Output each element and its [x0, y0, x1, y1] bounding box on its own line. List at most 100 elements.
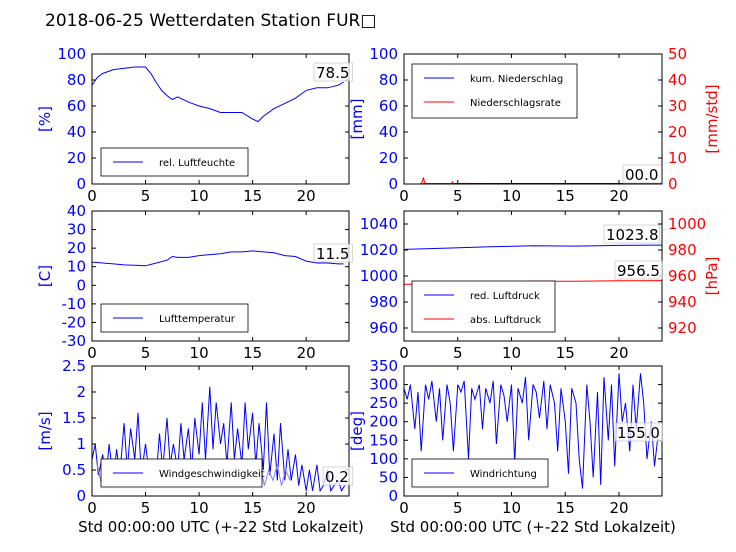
- y-tick-label: 250: [369, 394, 398, 412]
- legend-box: [411, 63, 578, 119]
- value-label-box: [622, 164, 662, 184]
- x-axis-label-right: Std 00:00:00 UTC (+-22 Std Lokalzeit): [390, 518, 676, 536]
- y-tick-label: 100: [57, 45, 86, 63]
- y-tick-label: 40: [67, 202, 86, 220]
- x-tick-label: 15: [243, 499, 262, 517]
- legend-label: Niederschlagsrate: [470, 98, 561, 109]
- y-tick-label: 2: [76, 383, 86, 401]
- x-tick-label: 0: [399, 187, 409, 205]
- series-line-red-luftdruck: [404, 244, 662, 250]
- x-tick-label: 15: [556, 187, 575, 205]
- x-tick-label: 10: [502, 187, 521, 205]
- x-tick-label: 0: [87, 187, 97, 205]
- x-tick-label: 20: [297, 344, 316, 362]
- x-tick-label: 15: [243, 187, 262, 205]
- y-tick-label: 1040: [360, 215, 398, 233]
- y-tick-label: 960: [369, 319, 398, 337]
- y-right-tick-label: 920: [668, 319, 697, 337]
- y-right-tick-label: 0: [668, 175, 678, 193]
- y-tick-label: 20: [67, 149, 86, 167]
- x-tick-label: 20: [297, 187, 316, 205]
- y-right-tick-label: 20: [668, 123, 687, 141]
- x-tick-label: 10: [190, 499, 209, 517]
- plot-frame: [91, 365, 350, 497]
- x-tick-label: 0: [399, 499, 409, 517]
- panel-wind-direction: 0 5 10 15 20050100150200250300350[deg]Windri…: [348, 357, 663, 517]
- y-right-tick-label: 30: [668, 97, 687, 115]
- y-tick-label: -10: [62, 295, 87, 313]
- series-line-windrichtung: [404, 373, 659, 489]
- legend-label: Windrichtung: [470, 469, 537, 480]
- x-tick-label: 5: [453, 187, 463, 205]
- value-label: 0.2: [325, 468, 349, 486]
- x-tick-label: 15: [556, 344, 575, 362]
- x-tick-label: 10: [502, 344, 521, 362]
- value-label-box: [614, 260, 663, 280]
- y-tick-label: 50: [379, 468, 398, 486]
- x-tick-label: 20: [297, 499, 316, 517]
- x-tick-label: 10: [502, 499, 521, 517]
- y-tick-label: 20: [379, 149, 398, 167]
- panel-humidity: 0 5 10 15 20 0 20 40 60 80 100 [%] rel. Luftfeuchte 7…: [36, 45, 353, 205]
- x-tick-label: 10: [190, 187, 209, 205]
- x-tick-label: 15: [556, 499, 575, 517]
- y-right-tick-label: 40: [668, 71, 687, 89]
- y-right-tick-label: 940: [668, 293, 697, 311]
- plot-frame: [403, 53, 663, 185]
- y-tick-label: 150: [369, 431, 398, 449]
- value-label: 155.0: [617, 424, 660, 442]
- x-tick-label: 0: [87, 344, 97, 362]
- value-label-box: [614, 422, 663, 442]
- y-tick-label: 1.5: [62, 409, 86, 427]
- value-label-box: [322, 466, 354, 486]
- y-tick-label: 1: [76, 435, 86, 453]
- y-tick-label: 350: [369, 357, 398, 375]
- value-label: 00.0: [625, 166, 658, 184]
- panel-pressure: 0 5 10 15 20 960 980 1000 1020 1040 920 940 960 980 10…: [360, 210, 721, 362]
- x-axis-label-left: Std 00:00:00 UTC (+-22 Std Lokalzeit): [78, 518, 364, 536]
- series-line-windgeschwindigkeit: [92, 386, 346, 493]
- y-right-tick-label: 1000: [668, 215, 706, 233]
- legend-label: rel. Luftfeuchte: [159, 158, 235, 169]
- value-label: 11.5: [316, 245, 349, 263]
- value-label-box: [603, 224, 660, 244]
- value-label-box: [313, 243, 353, 263]
- y-tick-label: 1000: [360, 267, 398, 285]
- series-line-niederschlagsrate: [404, 177, 662, 184]
- figure-title: 2018-06-25 Wetterdaten Station FUR□: [45, 11, 376, 31]
- value-label: 1023.8: [606, 226, 659, 244]
- y-tick-label: 300: [369, 376, 398, 394]
- x-tick-label: 20: [609, 344, 628, 362]
- y-tick-label: 60: [67, 97, 86, 115]
- y-tick-label: -30: [62, 332, 87, 350]
- legend-label: Windgeschwindigkeit: [159, 469, 265, 480]
- y-tick-label: 1020: [360, 241, 398, 259]
- y-right-tick-label: 980: [668, 241, 697, 259]
- y-tick-label: 200: [369, 413, 398, 431]
- y-right-tick-label: 960: [668, 267, 697, 285]
- y-right-axis-label: [hPa]: [703, 257, 721, 296]
- value-label-box: [313, 62, 353, 82]
- y-right-axis-label: [mm/std]: [703, 84, 721, 153]
- y-tick-label: 100: [369, 450, 398, 468]
- x-tick-label: 5: [141, 344, 151, 362]
- y-axis-label: [%]: [36, 106, 54, 132]
- x-tick-label: 15: [243, 344, 262, 362]
- y-tick-label: 40: [379, 123, 398, 141]
- y-tick-label: 20: [67, 239, 86, 257]
- y-tick-label: 80: [67, 71, 86, 89]
- y-tick-label: 0.5: [62, 461, 86, 479]
- y-tick-label: 80: [379, 71, 398, 89]
- panel-temperature: 0 5 10 15 20-30-20-10010203040[C]Lufttempera…: [36, 202, 353, 362]
- x-tick-label: 0: [87, 499, 97, 517]
- y-axis-label: [m/s]: [36, 411, 54, 450]
- plot-frame: [91, 53, 350, 185]
- x-tick-label: 5: [453, 499, 463, 517]
- legend-label: abs. Luftdruck: [470, 315, 541, 326]
- y-tick-label: 0: [76, 276, 86, 294]
- value-label: 78.5: [316, 64, 349, 82]
- x-tick-label: 5: [141, 499, 151, 517]
- y-axis-label: [C]: [36, 265, 54, 287]
- y-tick-label: 0: [76, 487, 86, 505]
